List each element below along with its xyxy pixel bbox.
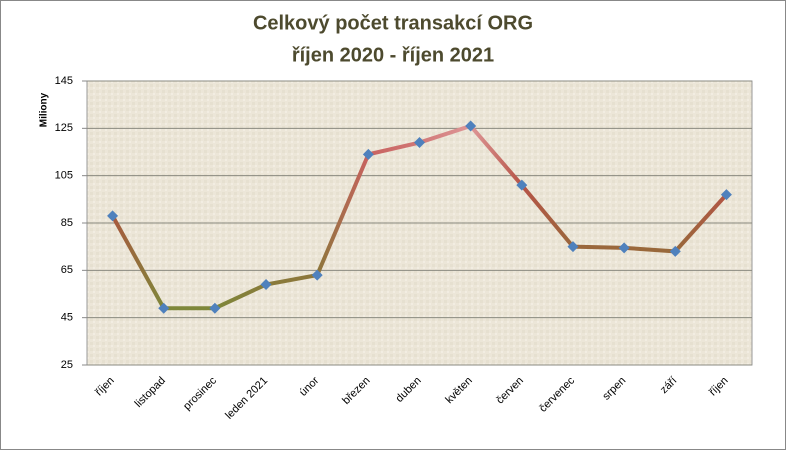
- data-point: [311, 269, 323, 281]
- chart-subtitle: říjen 2020 - říjen 2021: [292, 44, 494, 66]
- y-tick-label: 45: [61, 312, 73, 324]
- data-point: [720, 189, 732, 201]
- data-point: [107, 210, 119, 222]
- data-point: [618, 242, 630, 254]
- y-tick-label: 65: [61, 264, 73, 276]
- y-axis-label: Miliony: [39, 92, 50, 127]
- y-tick-label: 85: [61, 217, 73, 229]
- y-tick-label: 105: [55, 170, 73, 182]
- y-tick-label: 25: [61, 359, 73, 371]
- data-point: [362, 148, 374, 160]
- y-tick-label: 125: [55, 122, 73, 134]
- data-point: [567, 241, 579, 253]
- data-point: [260, 279, 272, 291]
- data-point: [516, 179, 528, 191]
- data-point: [158, 302, 170, 314]
- y-tick-label: 145: [55, 75, 73, 87]
- data-point: [465, 120, 477, 132]
- chart-title: Celkový počet transakcí ORG: [253, 12, 533, 34]
- data-point: [209, 302, 221, 314]
- data-point: [414, 137, 425, 149]
- data-point: [669, 245, 681, 257]
